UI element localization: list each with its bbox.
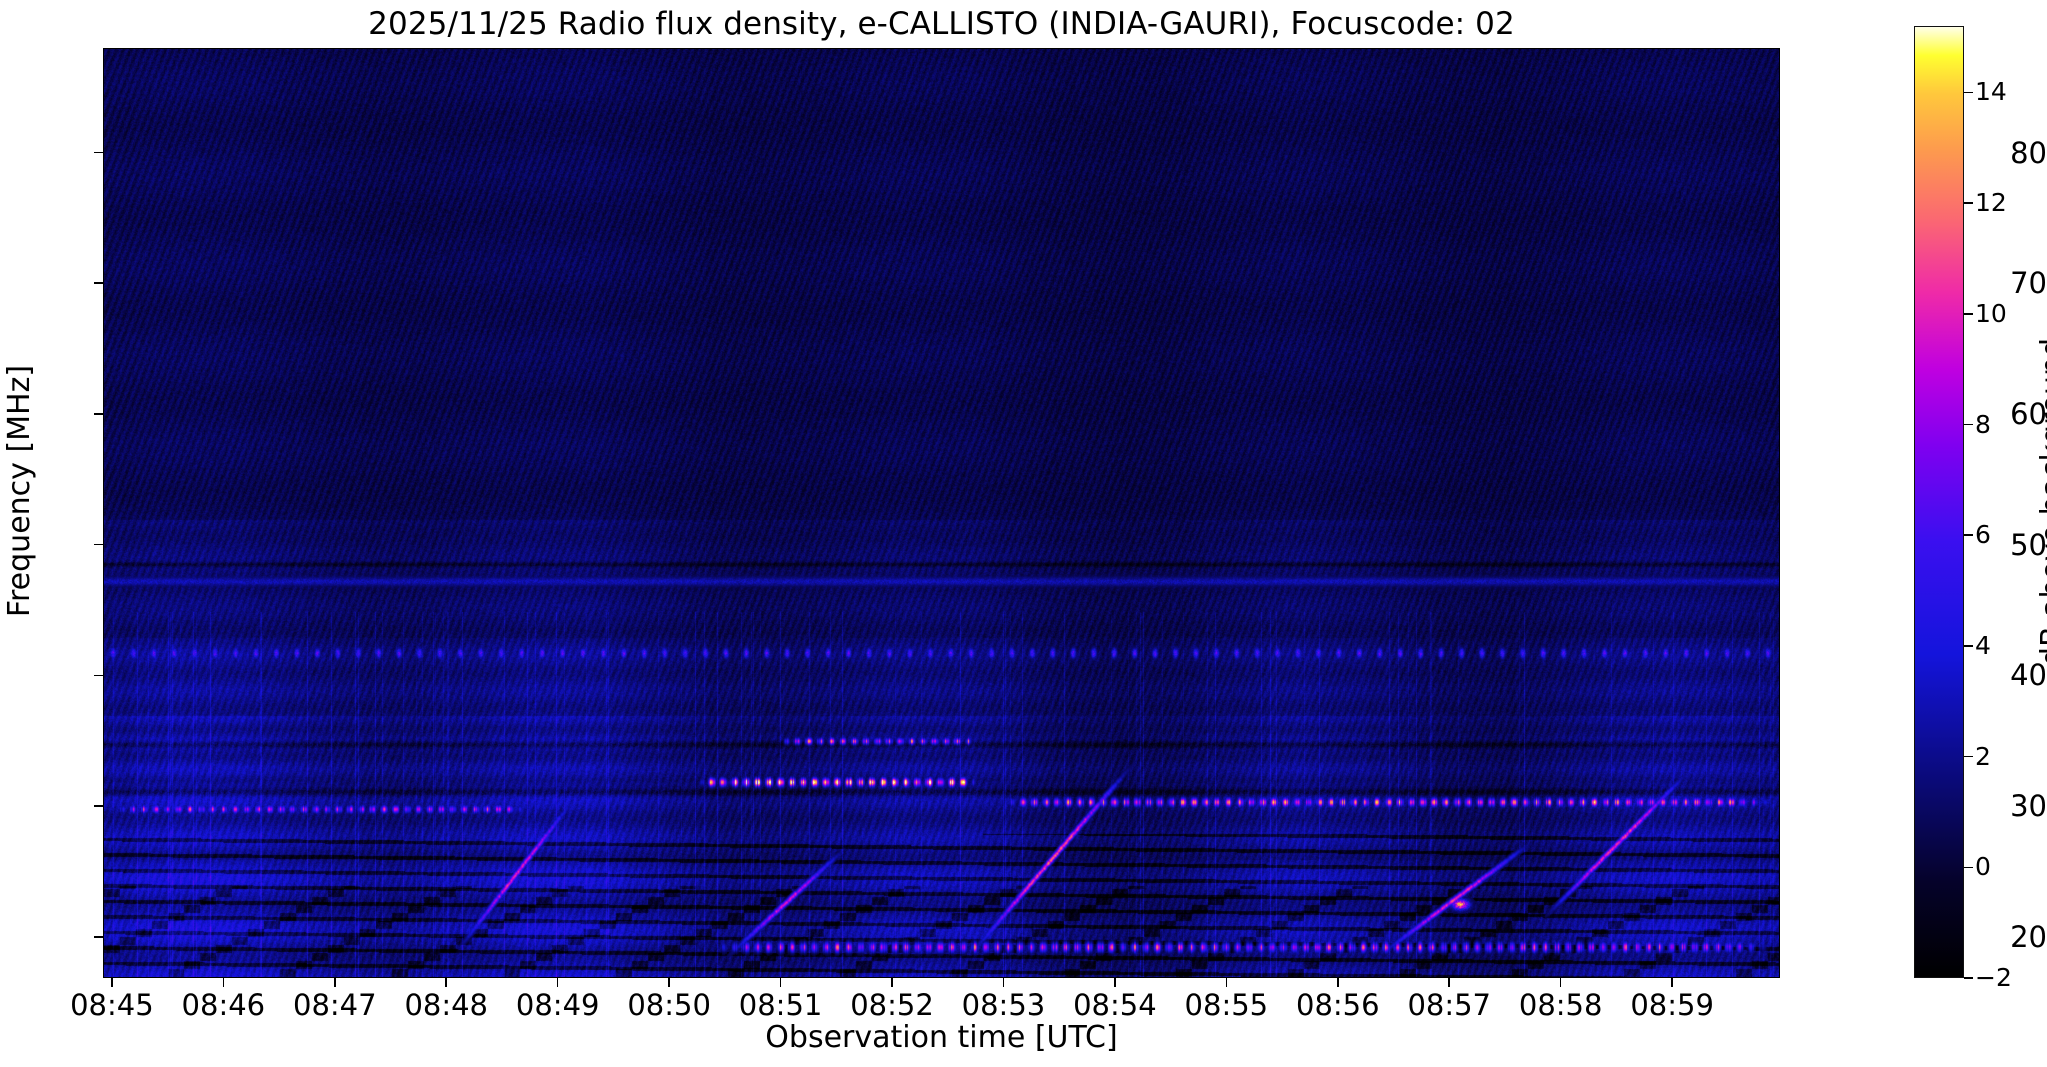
colorbar-label: dB above background [2034, 337, 2047, 667]
x-tick-mark [1114, 978, 1116, 987]
x-tick-mark [1336, 978, 1339, 987]
colorbar-tick-mark [1964, 91, 1973, 94]
colorbar-tick-label: 14 [1975, 77, 2007, 107]
x-tick-label: 08:57 [1407, 988, 1492, 1022]
colorbar-tick-label: −2 [1975, 963, 2012, 992]
x-tick-label: 08:59 [1630, 988, 1714, 1022]
x-tick-mark [1448, 978, 1451, 987]
y-tick-label: 20 [2010, 919, 2047, 954]
x-axis-label: Observation time [UTC] [765, 1019, 1118, 1055]
colorbar-gradient [1915, 27, 1963, 977]
x-tick-mark [668, 978, 670, 987]
colorbar-tick-label: 8 [1975, 409, 1991, 439]
y-tick-mark [94, 805, 103, 807]
colorbar-tick-mark [1964, 645, 1973, 647]
colorbar-box [1914, 26, 1964, 978]
y-tick-mark [94, 674, 103, 677]
x-tick-mark [334, 978, 336, 987]
y-tick-label: 80 [2010, 135, 2047, 170]
x-tick-mark [111, 978, 113, 987]
colorbar-tick-mark [1964, 866, 1973, 869]
y-axis-label: Frequency [MHz] [1, 364, 37, 618]
x-tick-label: 08:45 [70, 988, 154, 1022]
x-tick-label: 08:54 [1073, 988, 1157, 1022]
x-tick-mark [222, 978, 225, 987]
x-tick-mark [445, 978, 448, 987]
spectrogram-canvas [104, 49, 1779, 977]
colorbar-tick-label: 10 [1975, 298, 2007, 328]
colorbar-tick-mark [1964, 755, 1973, 758]
colorbar-tick-label: 12 [1975, 188, 2007, 218]
colorbar-tick-mark [1964, 202, 1973, 204]
x-tick-label: 08:51 [738, 988, 823, 1022]
x-tick-mark [891, 978, 893, 987]
x-tick-mark [779, 978, 782, 987]
x-tick-mark [556, 978, 559, 987]
colorbar-tick-label: 6 [1975, 520, 1991, 550]
x-tick-label: 08:50 [627, 988, 711, 1022]
colorbar-tick-label: 0 [1975, 852, 1991, 882]
colorbar-tick-label: 4 [1975, 630, 1991, 660]
spectrogram-plot-area[interactable] [103, 48, 1780, 978]
y-tick-mark [94, 935, 103, 938]
colorbar-tick-mark [1964, 534, 1973, 536]
y-tick-label: 40 [2010, 658, 2047, 693]
page-title: 2025/11/25 Radio flux density, e-CALLIST… [368, 6, 1515, 42]
x-tick-mark [1671, 978, 1673, 987]
colorbar-tick-mark [1964, 423, 1973, 426]
x-tick-label: 08:58 [1518, 988, 1603, 1022]
x-tick-label: 08:48 [404, 988, 489, 1022]
x-tick-label: 08:55 [1184, 988, 1269, 1022]
x-tick-label: 08:52 [850, 988, 934, 1022]
x-tick-label: 08:47 [293, 988, 377, 1022]
colorbar-tick-mark [1964, 313, 1973, 315]
y-tick-mark [94, 543, 103, 546]
x-tick-mark [1002, 978, 1005, 987]
x-tick-mark [1225, 978, 1228, 987]
x-tick-label: 08:53 [961, 988, 1046, 1022]
x-tick-label: 08:46 [181, 988, 266, 1022]
y-tick-label: 60 [2010, 396, 2047, 431]
y-tick-label: 30 [2010, 789, 2047, 824]
y-tick-label: 50 [2010, 527, 2047, 562]
x-tick-label: 08:49 [515, 988, 600, 1022]
y-tick-mark [94, 282, 103, 285]
colorbar-tick-label: 2 [1975, 741, 1991, 771]
x-tick-label: 08:56 [1296, 988, 1380, 1022]
x-tick-mark [1559, 978, 1562, 987]
y-tick-mark [94, 413, 103, 415]
colorbar-tick-mark [1964, 977, 1973, 979]
y-tick-mark [94, 151, 103, 154]
y-tick-label: 70 [2010, 266, 2047, 301]
